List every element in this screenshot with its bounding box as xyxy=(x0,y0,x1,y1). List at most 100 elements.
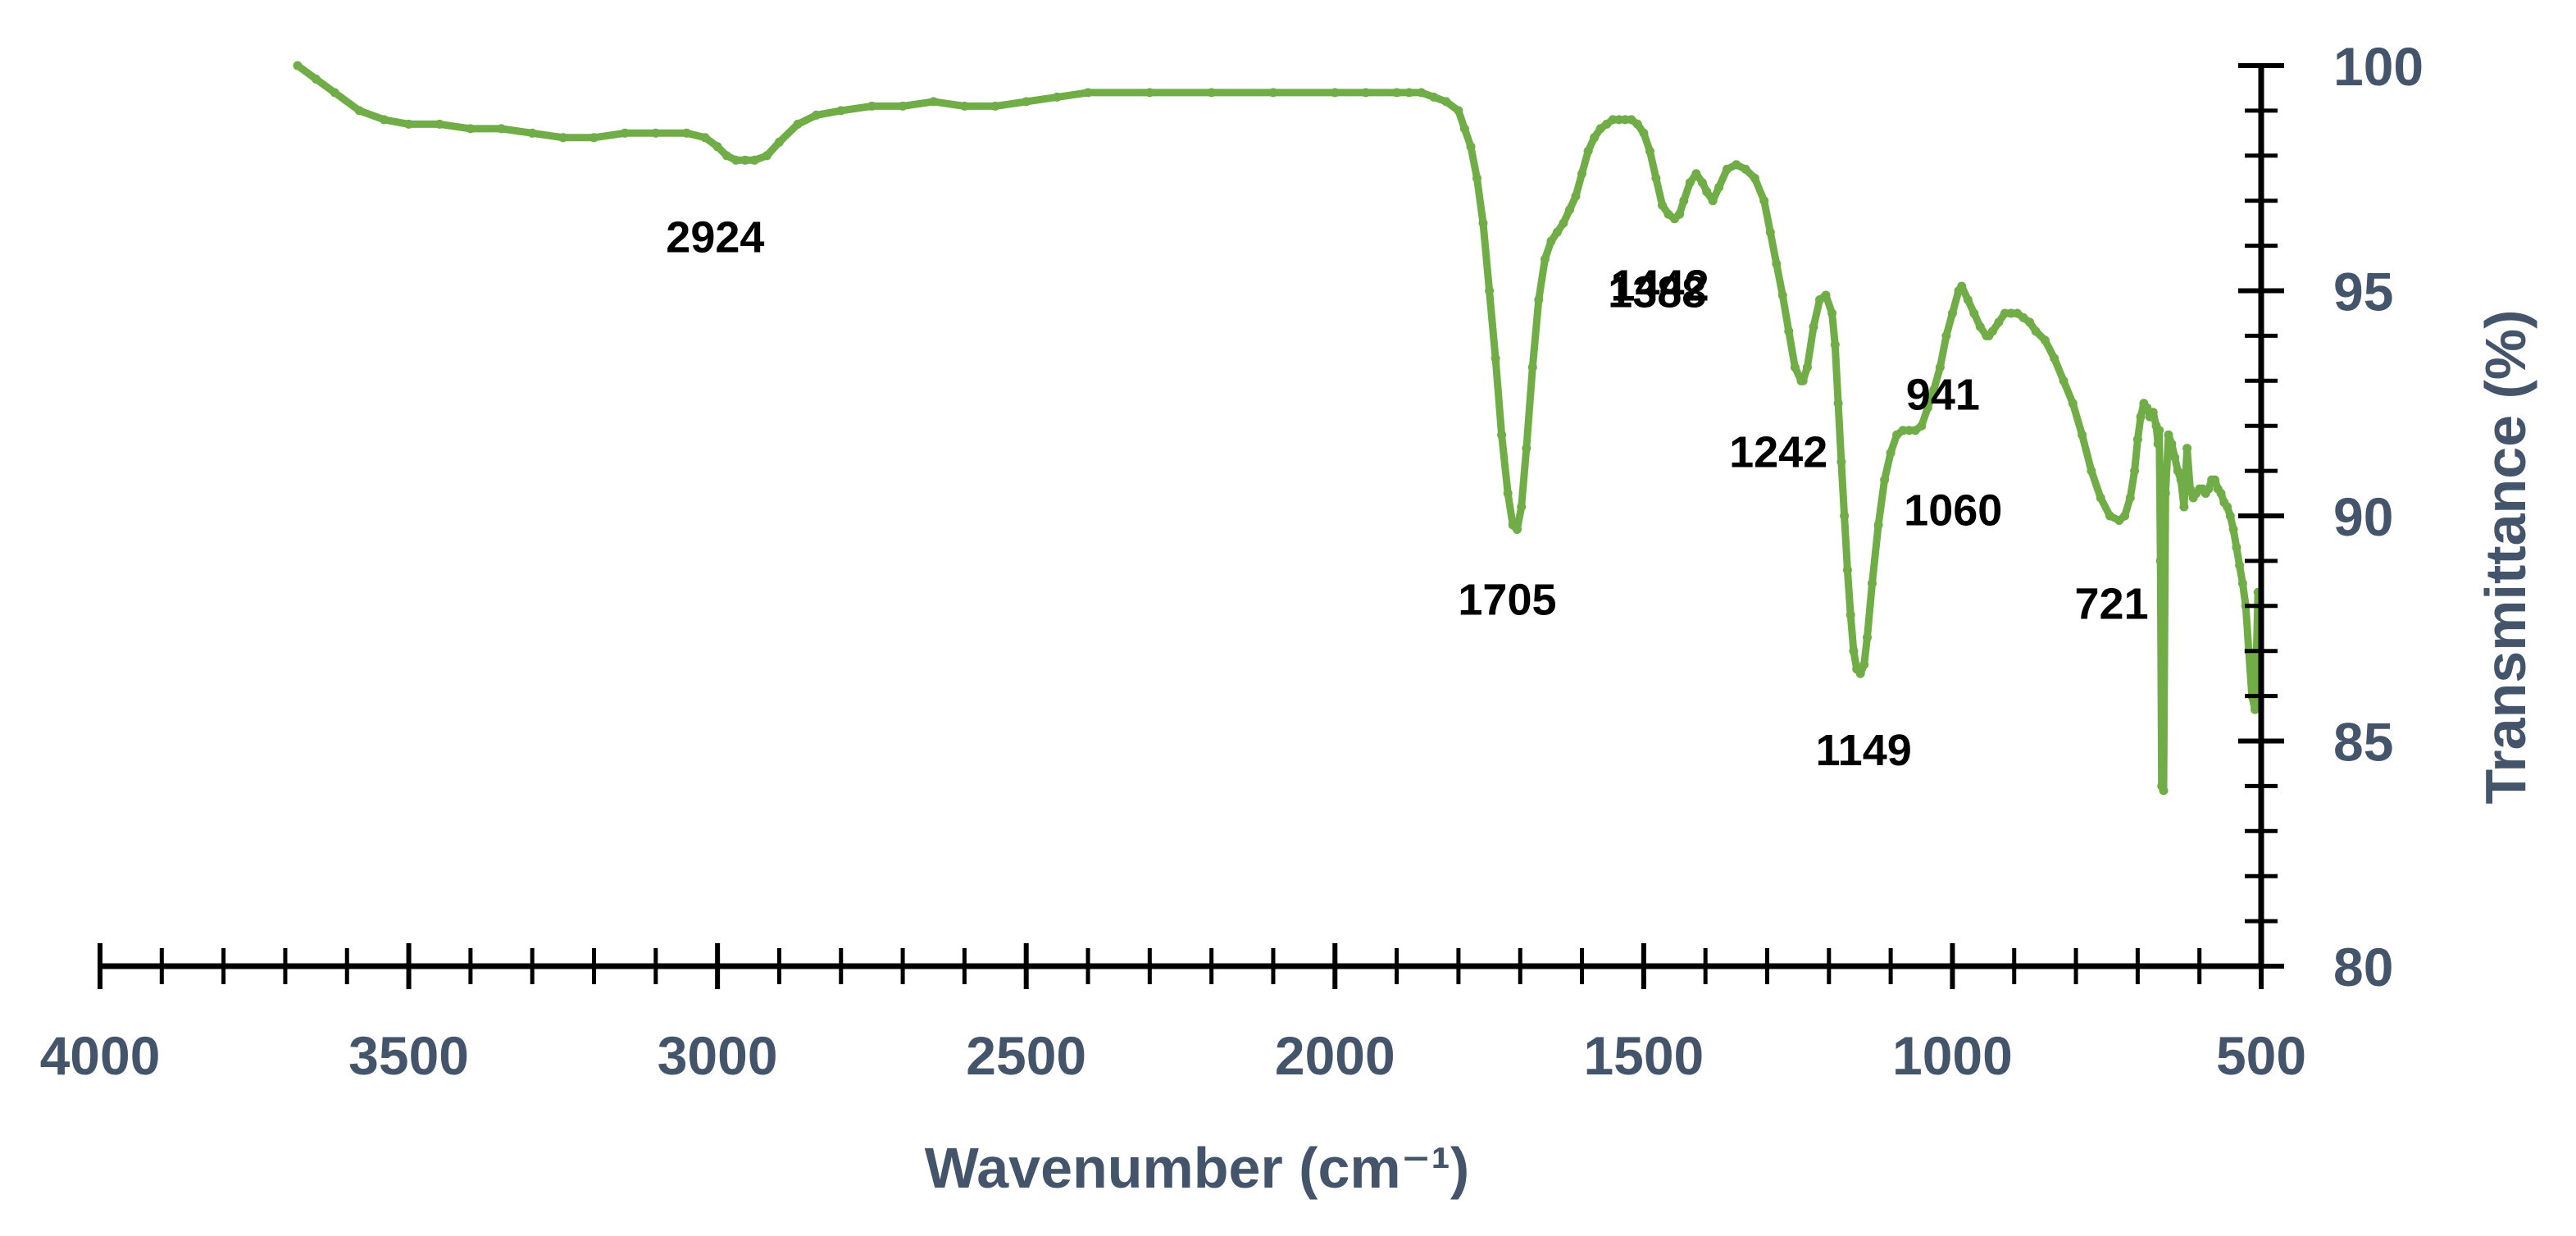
data-point xyxy=(1522,444,1531,454)
data-point xyxy=(1759,196,1769,206)
x-tick-label: 4000 xyxy=(40,1025,161,1086)
x-tick-label: 2000 xyxy=(1275,1025,1395,1086)
data-point xyxy=(2050,353,2059,363)
data-point xyxy=(2087,466,2096,476)
data-point xyxy=(2160,489,2170,498)
data-point xyxy=(1513,525,1522,534)
data-point xyxy=(1935,363,1945,372)
data-point xyxy=(1361,88,1371,98)
data-point xyxy=(1645,146,1654,156)
data-point xyxy=(1714,182,1724,192)
data-point xyxy=(1503,489,1513,498)
data-point xyxy=(1546,236,1556,246)
data-point xyxy=(2120,511,2130,521)
data-point xyxy=(2132,435,2142,445)
x-tick-label: 1000 xyxy=(1892,1025,2013,1086)
data-point xyxy=(1691,169,1701,179)
data-point xyxy=(2068,399,2078,408)
peak-label-1388: 1388 xyxy=(1608,268,1706,317)
data-point xyxy=(1491,353,1500,363)
data-point xyxy=(775,137,784,147)
data-point xyxy=(1559,218,1568,228)
data-point xyxy=(312,75,321,84)
data-point xyxy=(466,124,476,134)
data-point xyxy=(1863,632,1872,642)
y-tick-label: 85 xyxy=(2333,712,2393,773)
series-layer xyxy=(293,61,2263,796)
data-point xyxy=(1777,290,1787,300)
data-point xyxy=(898,101,908,111)
data-point xyxy=(1417,88,1427,98)
data-point xyxy=(354,106,364,116)
data-point xyxy=(812,110,821,120)
data-point xyxy=(379,115,389,125)
data-point xyxy=(2164,430,2173,440)
y-tick-label: 95 xyxy=(2333,262,2393,322)
data-point xyxy=(1784,326,1794,336)
y-tick-label: 90 xyxy=(2333,486,2393,547)
data-point xyxy=(2125,493,2135,503)
data-point xyxy=(527,128,537,138)
y-tick-label: 100 xyxy=(2333,36,2424,97)
data-point xyxy=(2018,312,2028,322)
data-point xyxy=(330,88,339,98)
data-point xyxy=(558,133,568,143)
data-point xyxy=(2155,556,2165,566)
x-tick-label: 3500 xyxy=(348,1025,469,1086)
data-point xyxy=(2078,430,2087,440)
axes-layer: 4000 3500 3000 2500 2000 1500 1000 500 100 95 90 85… xyxy=(40,36,2537,1200)
data-point xyxy=(1534,295,1544,304)
data-point xyxy=(1675,209,1684,219)
data-point xyxy=(651,128,661,138)
data-point xyxy=(1910,426,1920,436)
data-point xyxy=(2167,439,2177,449)
data-point xyxy=(1614,115,1624,125)
data-point xyxy=(2170,453,2180,463)
data-point xyxy=(1022,97,1031,107)
data-point xyxy=(2148,408,2158,417)
data-point xyxy=(1849,646,1859,656)
data-point xyxy=(793,119,803,129)
data-point xyxy=(2159,786,2169,796)
data-point xyxy=(1840,511,1850,521)
data-point xyxy=(1429,92,1439,102)
data-point xyxy=(1466,142,1476,152)
data-point xyxy=(1651,173,1661,183)
data-point xyxy=(959,101,969,111)
data-point xyxy=(1330,88,1340,98)
data-point xyxy=(1886,448,1896,458)
data-point xyxy=(762,151,771,161)
peak-label-1442: 1442 xyxy=(1610,262,1709,311)
data-point xyxy=(404,119,414,129)
data-point xyxy=(1802,363,1812,372)
peak-label-721: 721 xyxy=(2075,579,2149,628)
y-tick-label: 80 xyxy=(2333,937,2393,997)
data-point xyxy=(1459,124,1469,134)
x-tick-label: 1500 xyxy=(1583,1025,1704,1086)
data-point xyxy=(1083,88,1093,98)
data-point xyxy=(1732,160,1741,170)
data-point xyxy=(2179,502,2189,512)
data-point xyxy=(1392,88,1402,98)
data-point xyxy=(1145,88,1154,98)
data-point xyxy=(1790,363,1800,372)
data-point xyxy=(1941,331,1951,340)
data-point xyxy=(749,155,759,165)
data-point xyxy=(1830,340,1840,349)
data-point xyxy=(2096,493,2105,503)
data-point xyxy=(2031,326,2041,336)
data-point xyxy=(1975,322,1985,331)
data-point xyxy=(1750,173,1759,183)
data-point xyxy=(2155,426,2164,436)
data-point xyxy=(2059,376,2069,385)
data-point xyxy=(1917,421,1927,431)
peak-label-1705: 1705 xyxy=(1458,575,1556,624)
data-point xyxy=(2237,578,2247,588)
data-point xyxy=(1454,106,1463,116)
data-point xyxy=(1632,119,1642,129)
data-point xyxy=(1583,146,1593,156)
data-point xyxy=(1697,178,1707,188)
data-point xyxy=(589,133,598,143)
data-point xyxy=(1571,191,1581,201)
